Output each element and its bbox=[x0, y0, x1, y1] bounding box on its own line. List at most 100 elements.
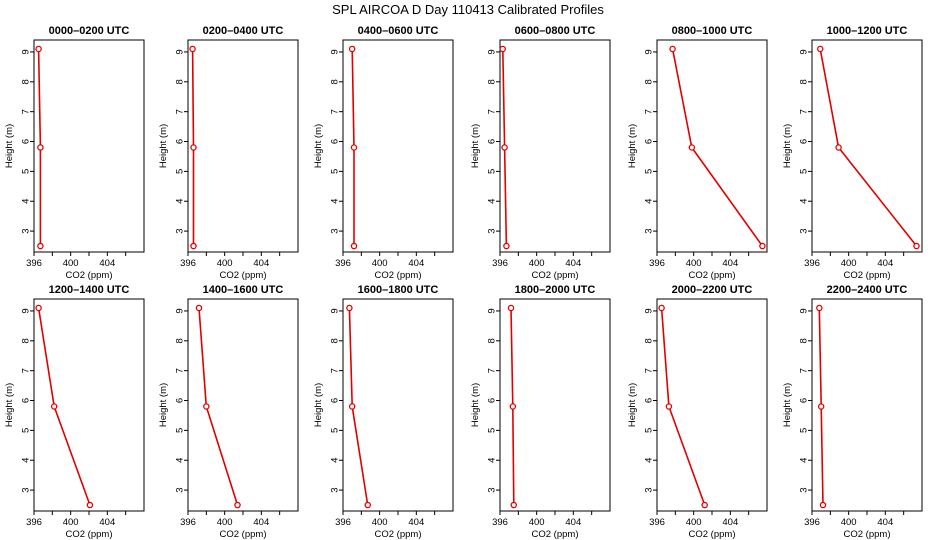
y-tick-label: 6 bbox=[644, 139, 655, 144]
panel-title: 1000–1200 UTC bbox=[827, 25, 908, 37]
y-tick-label: 3 bbox=[330, 487, 341, 492]
x-tick-label: 404 bbox=[722, 258, 738, 269]
data-point bbox=[364, 501, 371, 509]
y-tick-label: 5 bbox=[21, 428, 32, 433]
y-tick-label: 7 bbox=[175, 109, 186, 114]
x-tick-label: 396 bbox=[492, 258, 508, 269]
x-tick-label: 400 bbox=[529, 258, 545, 269]
panel-title: 0200–0400 UTC bbox=[203, 25, 284, 37]
y-tick-label: 4 bbox=[487, 458, 498, 463]
x-axis-label: CO2 (ppm) bbox=[532, 529, 579, 540]
panel-title: 0000–0200 UTC bbox=[49, 25, 130, 37]
x-tick-label: 400 bbox=[63, 258, 79, 269]
plot-frame bbox=[33, 39, 145, 253]
x-tick-label: 396 bbox=[26, 517, 42, 528]
plot-frame bbox=[811, 298, 923, 512]
y-tick-label: 3 bbox=[330, 228, 341, 233]
y-tick-label: 9 bbox=[175, 308, 186, 313]
y-tick-label: 6 bbox=[644, 398, 655, 403]
panel-title: 0400–0600 UTC bbox=[358, 25, 439, 37]
data-point bbox=[35, 304, 42, 312]
x-tick-label: 400 bbox=[841, 517, 857, 528]
data-point bbox=[499, 45, 506, 53]
figure-title: SPL AIRCOA D Day 110413 Calibrated Profi… bbox=[332, 2, 604, 17]
y-tick-label: 4 bbox=[330, 199, 341, 204]
y-tick-label: 8 bbox=[21, 338, 32, 343]
y-axis-label: Height (m) bbox=[158, 124, 169, 168]
y-tick-label: 7 bbox=[644, 368, 655, 373]
profile-panel: 0800–1000 UTC 396 400 404 3 4 5 6 7 8 9 CO2 (ppm) He… bbox=[627, 25, 768, 281]
y-tick-label: 4 bbox=[330, 458, 341, 463]
y-axis-label: Height (m) bbox=[313, 124, 324, 168]
profile-panel: 0000–0200 UTC 396 400 404 3 4 5 6 7 8 9 CO2 (ppm) He… bbox=[4, 25, 145, 281]
y-tick-label: 3 bbox=[644, 228, 655, 233]
y-tick-label: 5 bbox=[644, 428, 655, 433]
x-tick-label: 404 bbox=[408, 517, 424, 528]
x-tick-label: 396 bbox=[180, 517, 196, 528]
y-tick-label: 4 bbox=[21, 199, 32, 204]
x-tick-label: 396 bbox=[335, 517, 351, 528]
y-tick-label: 6 bbox=[487, 398, 498, 403]
y-tick-label: 8 bbox=[175, 79, 186, 84]
x-tick-label: 396 bbox=[804, 517, 820, 528]
x-tick-label: 404 bbox=[99, 517, 115, 528]
x-tick-label: 404 bbox=[565, 517, 581, 528]
x-tick-label: 396 bbox=[804, 258, 820, 269]
y-tick-label: 9 bbox=[644, 308, 655, 313]
data-point bbox=[348, 403, 356, 410]
x-axis-label: CO2 (ppm) bbox=[220, 529, 267, 540]
x-tick-label: 396 bbox=[335, 258, 351, 269]
x-tick-label: 404 bbox=[99, 258, 115, 269]
data-point bbox=[348, 45, 356, 53]
data-point bbox=[350, 242, 358, 250]
y-tick-label: 5 bbox=[799, 169, 810, 174]
data-point bbox=[35, 45, 42, 53]
y-tick-label: 5 bbox=[487, 169, 498, 174]
x-tick-label: 400 bbox=[686, 258, 702, 269]
panel-title: 1800–2000 UTC bbox=[515, 284, 596, 296]
plot-frame bbox=[342, 298, 454, 512]
x-tick-label: 400 bbox=[372, 517, 388, 528]
data-point bbox=[190, 144, 197, 151]
y-tick-label: 4 bbox=[487, 199, 498, 204]
x-tick-label: 404 bbox=[565, 258, 581, 269]
y-tick-label: 9 bbox=[21, 308, 32, 313]
y-tick-label: 7 bbox=[330, 109, 341, 114]
y-tick-label: 6 bbox=[175, 139, 186, 144]
panel-title: 1600–1800 UTC bbox=[358, 284, 439, 296]
profile-panel: 2200–2400 UTC 396 400 404 3 4 5 6 7 8 9 CO2 (ppm) He… bbox=[782, 284, 923, 540]
y-tick-label: 4 bbox=[175, 199, 186, 204]
y-tick-label: 3 bbox=[487, 228, 498, 233]
x-axis-label: CO2 (ppm) bbox=[532, 270, 579, 281]
data-point bbox=[189, 45, 196, 53]
y-tick-label: 7 bbox=[487, 109, 498, 114]
y-axis-label: Height (m) bbox=[313, 383, 324, 427]
y-tick-label: 8 bbox=[330, 79, 341, 84]
data-point bbox=[203, 403, 210, 410]
data-point bbox=[510, 501, 517, 509]
y-tick-label: 9 bbox=[799, 49, 810, 54]
panel-title: 2000–2200 UTC bbox=[672, 284, 753, 296]
y-tick-label: 7 bbox=[799, 368, 810, 373]
y-tick-label: 7 bbox=[21, 368, 32, 373]
x-tick-label: 396 bbox=[492, 517, 508, 528]
x-tick-label: 400 bbox=[686, 517, 702, 528]
y-tick-label: 7 bbox=[175, 368, 186, 373]
data-point bbox=[669, 45, 676, 53]
y-axis-label: Height (m) bbox=[627, 124, 638, 168]
y-tick-label: 8 bbox=[487, 79, 498, 84]
y-tick-label: 8 bbox=[21, 79, 32, 84]
data-point bbox=[350, 144, 358, 151]
data-point bbox=[346, 304, 353, 312]
y-axis-label: Height (m) bbox=[627, 383, 638, 427]
profile-panel: 0400–0600 UTC 396 400 404 3 4 5 6 7 8 9 CO2 (ppm) He… bbox=[313, 25, 454, 281]
x-tick-label: 404 bbox=[877, 258, 893, 269]
profile-panel: 1200–1400 UTC 396 400 404 3 4 5 6 7 8 9 CO2 (ppm) He… bbox=[4, 284, 145, 540]
x-tick-label: 400 bbox=[63, 517, 79, 528]
y-tick-label: 6 bbox=[21, 398, 32, 403]
profile-panel: 1600–1800 UTC 396 400 404 3 4 5 6 7 8 9 CO2 (ppm) He… bbox=[313, 284, 454, 540]
y-tick-label: 5 bbox=[330, 169, 341, 174]
data-point bbox=[190, 242, 197, 250]
panel-title: 1200–1400 UTC bbox=[49, 284, 130, 296]
